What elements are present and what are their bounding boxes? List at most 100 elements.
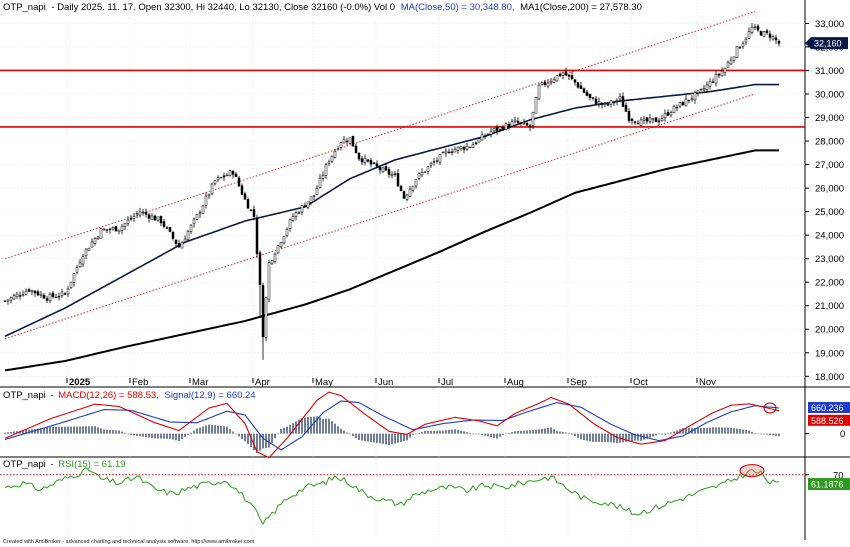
candle-body: [561, 72, 565, 76]
macd-histogram-bar: [514, 431, 516, 434]
candle-body: [165, 227, 169, 229]
price-header: OTP_napi - Daily 2025. 11. 17. Open 3230…: [3, 2, 642, 13]
macd-histogram-bar: [511, 432, 513, 434]
macd-histogram-bar: [745, 430, 747, 434]
candle-body: [510, 121, 514, 127]
candle-body: [447, 151, 451, 154]
candle-body: [360, 158, 364, 163]
candle-body: [12, 295, 16, 300]
macd-histogram-bar: [178, 433, 180, 442]
candle-body: [420, 171, 424, 176]
rsi-header-rsi: RSI(15) = 61.19: [58, 459, 125, 470]
macd-histogram-bar: [355, 433, 357, 439]
candle-body: [36, 291, 40, 296]
candle-body: [741, 43, 745, 47]
macd-histogram-bar: [721, 427, 723, 434]
rsi-line: [4, 466, 780, 526]
candle-body: [732, 56, 736, 61]
candle-body: [744, 39, 748, 43]
candle-body: [207, 193, 211, 197]
candle-body: [684, 98, 688, 107]
macd-histogram-bar: [157, 433, 159, 439]
candle-body: [372, 162, 376, 164]
candle-body: [204, 195, 208, 206]
candle-body: [705, 84, 709, 90]
candle-body: [507, 123, 511, 128]
candle-body: [519, 122, 523, 124]
candle-body: [453, 149, 457, 153]
macd-histogram-bar: [373, 433, 375, 443]
price-tick-label: 33,000: [815, 19, 844, 30]
candle-body: [300, 205, 304, 213]
macd-histogram-bar: [229, 429, 231, 434]
macd-histogram-bar: [235, 433, 237, 435]
macd-histogram-bar: [343, 430, 345, 434]
macd-histogram-bar: [103, 429, 105, 434]
macd-histogram-bar: [43, 427, 45, 434]
candle-body: [153, 215, 157, 221]
candle-body: [282, 236, 286, 244]
candle-body: [435, 160, 439, 162]
candle-body: [600, 102, 604, 106]
candle-body: [306, 201, 310, 208]
candle-body: [450, 151, 454, 153]
month-label: Sep: [570, 377, 587, 388]
macd-histogram-bar: [136, 433, 138, 436]
macd-histogram-bar: [76, 426, 78, 434]
macd-histogram-bar: [340, 428, 342, 434]
macd-histogram-bar: [529, 430, 531, 434]
channel-lower-line: [4, 93, 756, 340]
macd-histogram-bar: [553, 429, 555, 434]
candle-body: [564, 71, 568, 76]
macd-histogram-bar: [244, 433, 246, 442]
macd-histogram-bar: [277, 433, 279, 435]
macd-histogram-bar: [316, 416, 318, 434]
candle-body: [426, 166, 430, 172]
candle-body: [150, 215, 154, 220]
candle-body: [336, 148, 340, 150]
macd-histogram-bar: [613, 433, 615, 443]
macd-histogram-bar: [298, 419, 300, 434]
candle-body: [303, 205, 307, 207]
macd-histogram-bar: [610, 433, 612, 443]
month-label: May: [315, 377, 333, 388]
candle-body: [156, 216, 160, 221]
candle-body: [174, 239, 178, 244]
price-tick-label: 21,000: [815, 301, 844, 312]
macd-histogram-bar: [496, 433, 498, 439]
macd-histogram-bar: [127, 433, 129, 435]
rsi-header: OTP_napi - RSI(15) = 61.19: [3, 459, 126, 470]
candle-body: [63, 293, 67, 295]
candle-body: [651, 118, 655, 120]
macd-histogram-bar: [571, 433, 573, 435]
macd-histogram-bar: [778, 433, 780, 437]
candle-body: [543, 81, 547, 85]
price-tick-label: 22,000: [815, 278, 844, 289]
candle-body: [540, 82, 544, 85]
macd-histogram-bar: [28, 429, 30, 434]
candle-body: [54, 296, 58, 299]
macd-histogram-bar: [748, 430, 750, 434]
candle-body: [354, 145, 358, 154]
macd-histogram-bar: [325, 418, 327, 434]
macd-histogram-bar: [133, 433, 135, 436]
macd-histogram-bar: [379, 433, 381, 444]
candle-body: [735, 46, 739, 58]
macd-histogram-bar: [445, 430, 447, 434]
macd-histogram-bar: [58, 426, 60, 434]
candle-body: [432, 161, 436, 163]
candle-body: [249, 209, 253, 211]
candle-body: [159, 216, 163, 224]
macd-histogram-bar: [313, 416, 315, 434]
candle-body: [27, 289, 31, 292]
price-header-ma50: MA(Close,50) = 30,348.80,: [401, 2, 515, 13]
candle-body: [429, 163, 433, 166]
candle-body: [201, 205, 205, 214]
macd-histogram-bar: [226, 426, 228, 434]
candle-body: [93, 238, 97, 244]
candle-body: [198, 212, 202, 214]
macd-histogram-bar: [4, 432, 6, 434]
macd-histogram-bar: [319, 417, 321, 434]
macd-histogram-bar: [676, 430, 678, 434]
candle-body: [597, 101, 601, 105]
